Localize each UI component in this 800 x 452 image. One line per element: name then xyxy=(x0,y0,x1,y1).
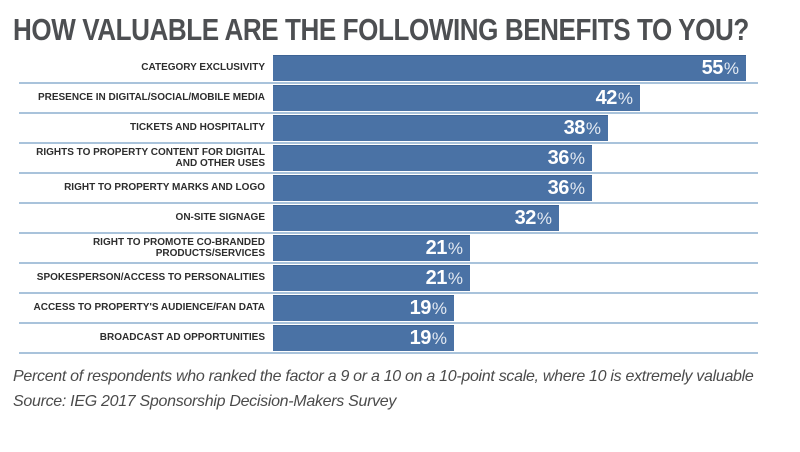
bar: 21% xyxy=(273,265,470,291)
value-label: 36 xyxy=(547,177,570,199)
value-label: 38 xyxy=(563,117,586,139)
bar: 42% xyxy=(273,85,640,111)
bar: 36% xyxy=(273,145,592,171)
bar-track: 36% xyxy=(273,175,758,201)
bar-row: RIGHT TO PROMOTE CO-BRANDED PRODUCTS/SER… xyxy=(19,235,758,265)
bar-track: 36% xyxy=(273,145,758,171)
source-line: Source: IEG 2017 Sponsorship Decision-Ma… xyxy=(13,393,397,410)
bar-row: RIGHTS TO PROPERTY CONTENT FOR DIGITAL A… xyxy=(19,145,758,175)
chart-footnote: Percent of respondents who ranked the fa… xyxy=(13,364,793,414)
percent-sign: % xyxy=(617,88,633,108)
value-label: 42 xyxy=(595,87,618,109)
value-label: 19 xyxy=(409,327,432,349)
value-label: 36 xyxy=(547,147,570,169)
bar-row: PRESENCE IN DIGITAL/SOCIAL/MOBILE MEDIA … xyxy=(19,85,758,115)
value-label: 32 xyxy=(514,207,537,229)
bar-row: ON-SITE SIGNAGE 32% xyxy=(19,205,758,235)
bar: 55% xyxy=(273,55,746,81)
percent-sign: % xyxy=(585,118,601,138)
category-label: RIGHT TO PROMOTE CO-BRANDED PRODUCTS/SER… xyxy=(92,236,265,260)
percent-sign: % xyxy=(569,178,585,198)
bar-track: 21% xyxy=(273,265,758,291)
value-label: 19 xyxy=(409,297,432,319)
chart-title: HOW VALUABLE ARE THE FOLLOWING BENEFITS … xyxy=(13,12,749,47)
bar-row: ACCESS TO PROPERTY'S AUDIENCE/FAN DATA 1… xyxy=(19,295,758,325)
value-label: 55 xyxy=(701,57,724,79)
value-label: 21 xyxy=(425,237,448,259)
percent-sign: % xyxy=(447,268,463,288)
category-label: SPOKESPERSON/ACCESS TO PERSONALITIES xyxy=(36,272,265,284)
bar-track: 55% xyxy=(273,55,758,81)
bar: 38% xyxy=(273,115,608,141)
bar: 19% xyxy=(273,325,454,351)
percent-sign: % xyxy=(431,298,447,318)
bar-row: BROADCAST AD OPPORTUNITIES 19% xyxy=(19,325,758,355)
bar-row: TICKETS AND HOSPITALITY 38% xyxy=(19,115,758,145)
bar-track: 42% xyxy=(273,85,758,111)
category-label: RIGHT TO PROPERTY MARKS AND LOGO xyxy=(64,182,265,194)
percent-sign: % xyxy=(569,148,585,168)
bar: 36% xyxy=(273,175,592,201)
percent-sign: % xyxy=(536,208,552,228)
bar-track: 38% xyxy=(273,115,758,141)
bar-track: 32% xyxy=(273,205,758,231)
category-label: BROADCAST AD OPPORTUNITIES xyxy=(99,332,265,344)
footnote-line: Percent of respondents who ranked the fa… xyxy=(13,368,754,385)
category-label: RIGHTS TO PROPERTY CONTENT FOR DIGITAL A… xyxy=(36,146,265,170)
bar: 21% xyxy=(273,235,470,261)
bar-row: SPOKESPERSON/ACCESS TO PERSONALITIES 21% xyxy=(19,265,758,295)
percent-sign: % xyxy=(447,238,463,258)
bar-track: 19% xyxy=(273,325,758,351)
category-label: ON-SITE SIGNAGE xyxy=(175,212,265,224)
category-label: TICKETS AND HOSPITALITY xyxy=(130,122,265,134)
bar: 32% xyxy=(273,205,559,231)
bar: 19% xyxy=(273,295,454,321)
bar-row: RIGHT TO PROPERTY MARKS AND LOGO 36% xyxy=(19,175,758,205)
bar-chart: CATEGORY EXCLUSIVITY 55% PRESENCE IN DIG… xyxy=(19,55,758,355)
percent-sign: % xyxy=(431,328,447,348)
category-label: ACCESS TO PROPERTY'S AUDIENCE/FAN DATA xyxy=(33,302,265,314)
value-label: 21 xyxy=(425,267,448,289)
category-label: CATEGORY EXCLUSIVITY xyxy=(141,62,265,74)
bar-row: CATEGORY EXCLUSIVITY 55% xyxy=(19,55,758,85)
bar-track: 21% xyxy=(273,235,758,261)
percent-sign: % xyxy=(723,58,739,78)
category-label: PRESENCE IN DIGITAL/SOCIAL/MOBILE MEDIA xyxy=(37,92,265,104)
bar-track: 19% xyxy=(273,295,758,321)
